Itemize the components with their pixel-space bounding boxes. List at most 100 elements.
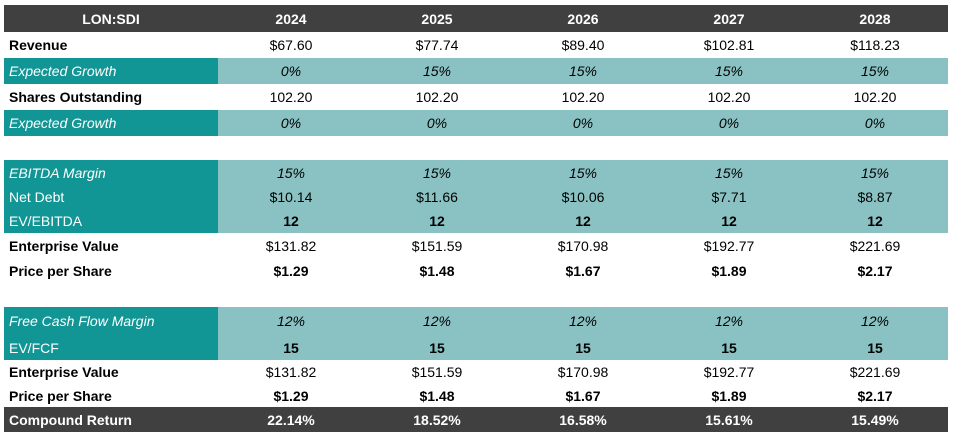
value-cell[interactable]: $192.77	[703, 364, 755, 380]
valuation-table: LON:SDI 2024 2025 2026 2027 2028 Revenue…	[4, 5, 948, 432]
value-cell[interactable]: $1.48	[419, 262, 455, 279]
value-cell[interactable]: $118.23	[850, 37, 900, 53]
ticker-cell[interactable]: LON:SDI	[82, 10, 140, 27]
value-cell[interactable]: $10.14	[269, 189, 313, 205]
value-cell[interactable]: 12%	[276, 313, 306, 329]
value-cell[interactable]: 15%	[568, 63, 598, 79]
value-cell[interactable]: 0%	[280, 63, 302, 79]
value-cell[interactable]: 12	[575, 213, 591, 229]
value-cell[interactable]: $1.89	[711, 262, 747, 279]
value-cell[interactable]: $1.29	[273, 262, 309, 279]
value-cell[interactable]: $1.67	[565, 387, 601, 404]
value-cell[interactable]: 15	[575, 339, 591, 356]
value-cell[interactable]: 15.49%	[851, 411, 899, 428]
value-cell[interactable]: 12%	[422, 313, 452, 329]
value-cell[interactable]: 22.14%	[267, 411, 315, 428]
value-cell[interactable]: 15.61%	[705, 411, 753, 428]
value-cell[interactable]: $1.67	[565, 262, 601, 279]
year-cell[interactable]: 2028	[859, 10, 891, 27]
value-cell[interactable]: 12%	[568, 313, 598, 329]
row-label[interactable]: Free Cash Flow Margin	[4, 307, 218, 335]
value-cell[interactable]: 12	[867, 213, 883, 229]
value-cell[interactable]: $151.59	[411, 237, 463, 254]
value-cell[interactable]: 15%	[860, 164, 890, 181]
value-cell[interactable]: $1.29	[273, 387, 309, 404]
value-cell[interactable]: 12	[429, 213, 445, 229]
row-label[interactable]: Price per Share	[9, 262, 112, 279]
value-cell[interactable]: 0%	[572, 115, 594, 131]
value-cell[interactable]: 0%	[864, 115, 886, 131]
row-label[interactable]: EV/FCF	[4, 335, 218, 360]
value-cell[interactable]: $131.82	[265, 364, 317, 380]
value-cell[interactable]: 15%	[860, 63, 890, 79]
value-cell[interactable]: 15%	[568, 164, 598, 181]
value-cell[interactable]: $67.60	[269, 37, 313, 53]
value-cell[interactable]: 15%	[714, 164, 744, 181]
price-per-share-row: Price per Share $1.29 $1.48 $1.67 $1.89 …	[4, 384, 948, 407]
row-label[interactable]: Compound Return	[9, 411, 132, 428]
value-cell[interactable]: $170.98	[557, 237, 609, 254]
value-cell[interactable]: $11.66	[416, 189, 458, 205]
value-cell[interactable]: 12%	[714, 313, 744, 329]
value-cell[interactable]: 16.58%	[559, 411, 607, 428]
value-cell[interactable]: 15%	[714, 63, 744, 79]
value-cell[interactable]: $192.77	[703, 237, 755, 254]
value-cell[interactable]: $1.48	[419, 387, 455, 404]
row-label[interactable]: Revenue	[9, 37, 68, 53]
value-cell[interactable]: 15%	[422, 164, 452, 181]
value-cell[interactable]: $102.81	[703, 37, 755, 53]
year-cell[interactable]: 2024	[275, 10, 307, 27]
net-debt-row: Net Debt $10.14 $11.66 $10.06 $7.71 $8.8…	[4, 185, 948, 209]
enterprise-value-row: Enterprise Value $131.82 $151.59 $170.98…	[4, 233, 948, 258]
fcf-margin-row: Free Cash Flow Margin 12% 12% 12% 12% 12…	[4, 307, 948, 335]
value-cell[interactable]: 15	[429, 339, 445, 356]
value-cell[interactable]: 102.20	[269, 89, 313, 105]
value-cell[interactable]: $2.17	[857, 387, 893, 404]
year-cell[interactable]: 2026	[567, 10, 599, 27]
price-per-share-row: Price per Share $1.29 $1.48 $1.67 $1.89 …	[4, 258, 948, 283]
value-cell[interactable]: $10.06	[561, 189, 605, 205]
row-label[interactable]: EV/EBITDA	[4, 209, 218, 233]
row-label[interactable]: EBITDA Margin	[4, 160, 218, 185]
row-label[interactable]: Enterprise Value	[9, 237, 119, 254]
value-cell[interactable]: 15	[867, 339, 883, 356]
value-cell[interactable]: 18.52%	[413, 411, 461, 428]
value-cell[interactable]: 0%	[426, 115, 448, 131]
value-cell[interactable]: $221.69	[849, 237, 901, 254]
shares-row: Shares Outstanding 102.20 102.20 102.20 …	[4, 84, 948, 110]
spacer-row	[4, 283, 948, 307]
value-cell[interactable]: 15%	[422, 63, 452, 79]
value-cell[interactable]: $77.74	[415, 37, 459, 53]
value-cell[interactable]: $221.69	[849, 364, 901, 380]
value-cell[interactable]: 0%	[718, 115, 740, 131]
value-cell[interactable]: $8.87	[857, 189, 893, 205]
value-cell[interactable]: 102.20	[415, 89, 459, 105]
value-cell[interactable]: $1.89	[711, 387, 747, 404]
row-label[interactable]: Price per Share	[9, 387, 112, 404]
ev-ebitda-row: EV/EBITDA 12 12 12 12 12	[4, 209, 948, 233]
year-cell[interactable]: 2027	[713, 10, 745, 27]
value-cell[interactable]: 15	[721, 339, 737, 356]
spacer-row	[4, 136, 948, 160]
row-label[interactable]: Expected Growth	[4, 110, 218, 136]
value-cell[interactable]: $7.71	[711, 189, 747, 205]
value-cell[interactable]: 102.20	[561, 89, 605, 105]
value-cell[interactable]: 12	[721, 213, 737, 229]
row-label[interactable]: Shares Outstanding	[9, 89, 143, 105]
value-cell[interactable]: $151.59	[411, 364, 463, 380]
value-cell[interactable]: 15%	[276, 164, 306, 181]
row-label[interactable]: Net Debt	[4, 185, 218, 209]
row-label[interactable]: Enterprise Value	[9, 364, 119, 380]
value-cell[interactable]: $131.82	[265, 237, 317, 254]
value-cell[interactable]: 102.20	[707, 89, 751, 105]
year-cell[interactable]: 2025	[421, 10, 453, 27]
value-cell[interactable]: $2.17	[857, 262, 893, 279]
value-cell[interactable]: 0%	[280, 115, 302, 131]
value-cell[interactable]: 102.20	[853, 89, 897, 105]
value-cell[interactable]: $170.98	[557, 364, 609, 380]
row-label[interactable]: Expected Growth	[4, 58, 218, 84]
value-cell[interactable]: 12%	[860, 313, 890, 329]
value-cell[interactable]: $89.40	[561, 37, 605, 53]
value-cell[interactable]: 15	[283, 339, 299, 356]
value-cell[interactable]: 12	[283, 213, 299, 229]
